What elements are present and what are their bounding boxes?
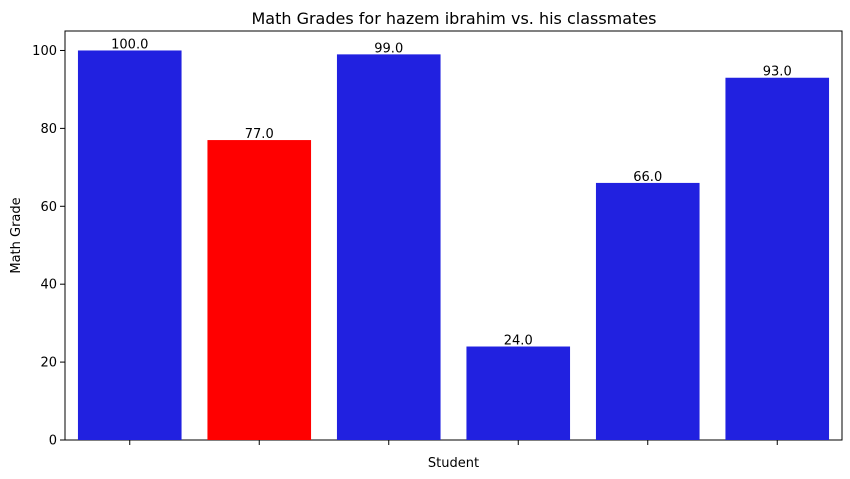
plot-frame	[64, 30, 843, 441]
x-axis	[129, 440, 778, 445]
y-tick-label: 100	[32, 44, 57, 59]
y-tick-label: 80	[40, 122, 57, 137]
bars	[77, 50, 830, 441]
bar-value-label: 66.0	[633, 170, 662, 185]
data-labels: 100.0 77.0 99.0 24.0 66.0 93.0	[111, 37, 792, 348]
bar-value-label: 99.0	[374, 41, 403, 56]
y-tick-label: 40	[40, 278, 57, 293]
y-axis: 0 20 40 60 80 100	[32, 44, 65, 449]
bar	[725, 77, 830, 440]
bar	[77, 50, 182, 440]
bar	[207, 140, 312, 441]
bar	[466, 346, 571, 440]
y-tick-label: 60	[40, 200, 57, 215]
chart-title: Math Grades for hazem ibrahim vs. his cl…	[251, 9, 656, 28]
bar-value-label: 100.0	[111, 37, 148, 52]
y-tick-label: 20	[40, 356, 57, 371]
bar-value-label: 93.0	[763, 65, 792, 80]
bar-value-label: 24.0	[504, 334, 533, 349]
bar	[595, 182, 700, 440]
y-tick-label: 0	[49, 434, 57, 449]
bar	[336, 54, 441, 440]
x-axis-label: Student	[428, 456, 479, 471]
y-axis-label: Math Grade	[9, 197, 24, 273]
bar-value-label: 77.0	[245, 127, 274, 142]
